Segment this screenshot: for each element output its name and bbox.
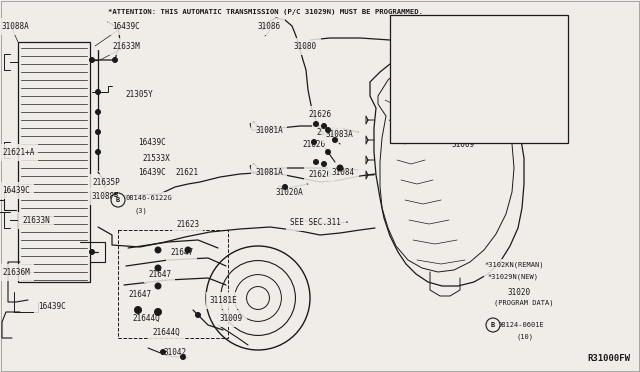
Circle shape bbox=[95, 150, 100, 154]
Text: 31081A: 31081A bbox=[255, 168, 283, 177]
Text: 21647: 21647 bbox=[170, 248, 193, 257]
Circle shape bbox=[326, 128, 330, 132]
Text: 16439C: 16439C bbox=[2, 186, 29, 195]
Text: 31069: 31069 bbox=[452, 140, 475, 149]
Circle shape bbox=[337, 165, 343, 171]
Text: 31086: 31086 bbox=[258, 22, 281, 31]
Text: 21647: 21647 bbox=[128, 290, 151, 299]
Text: (3): (3) bbox=[134, 207, 147, 214]
Text: 21626: 21626 bbox=[302, 140, 325, 149]
Text: 21305Y: 21305Y bbox=[125, 90, 153, 99]
Text: 31081A: 31081A bbox=[255, 126, 283, 135]
Text: 16439C: 16439C bbox=[138, 168, 166, 177]
Circle shape bbox=[90, 250, 95, 254]
Text: 31080: 31080 bbox=[294, 42, 317, 51]
Circle shape bbox=[154, 308, 161, 315]
Text: (10): (10) bbox=[516, 334, 533, 340]
Circle shape bbox=[321, 124, 326, 128]
Circle shape bbox=[195, 312, 200, 317]
Circle shape bbox=[111, 193, 125, 207]
Circle shape bbox=[314, 122, 319, 126]
Circle shape bbox=[180, 355, 186, 359]
Text: 31082U: 31082U bbox=[393, 22, 420, 31]
Text: SEE SEC.311: SEE SEC.311 bbox=[290, 218, 341, 227]
Circle shape bbox=[321, 161, 326, 167]
Circle shape bbox=[314, 160, 319, 164]
Text: 21626: 21626 bbox=[308, 170, 331, 179]
Text: *31029N(NEW): *31029N(NEW) bbox=[487, 274, 538, 280]
Text: 21621+A: 21621+A bbox=[2, 148, 35, 157]
Text: *3102KN(REMAN): *3102KN(REMAN) bbox=[484, 262, 543, 269]
Circle shape bbox=[185, 247, 191, 253]
Circle shape bbox=[312, 140, 317, 144]
Circle shape bbox=[486, 318, 500, 332]
Circle shape bbox=[508, 64, 513, 70]
Circle shape bbox=[155, 283, 161, 289]
Text: 31082E: 31082E bbox=[470, 38, 498, 47]
Text: 16439C: 16439C bbox=[112, 22, 140, 31]
Text: 21633N: 21633N bbox=[22, 216, 50, 225]
Text: 31082E: 31082E bbox=[432, 80, 460, 89]
Circle shape bbox=[95, 90, 100, 94]
Circle shape bbox=[155, 247, 161, 253]
Text: 21626: 21626 bbox=[308, 110, 331, 119]
Text: 21635P: 21635P bbox=[92, 178, 120, 187]
Text: B: B bbox=[491, 322, 495, 328]
Text: 31084: 31084 bbox=[332, 168, 355, 177]
Circle shape bbox=[326, 150, 330, 154]
Circle shape bbox=[90, 58, 95, 62]
Circle shape bbox=[95, 129, 100, 135]
Text: 21623: 21623 bbox=[176, 220, 199, 229]
Text: 08124-0601E: 08124-0601E bbox=[497, 322, 544, 328]
Text: 31042: 31042 bbox=[164, 348, 187, 357]
Circle shape bbox=[467, 67, 472, 73]
Text: B: B bbox=[114, 192, 118, 198]
Text: 21621: 21621 bbox=[175, 168, 198, 177]
Text: 21644Q: 21644Q bbox=[152, 328, 180, 337]
Text: 21636M: 21636M bbox=[2, 268, 29, 277]
Circle shape bbox=[155, 265, 161, 271]
Bar bbox=[118, 230, 228, 338]
Text: 21626: 21626 bbox=[316, 128, 339, 137]
Bar bbox=[18, 42, 90, 282]
Bar bbox=[390, 15, 568, 143]
Text: 08146-6122G: 08146-6122G bbox=[126, 195, 173, 201]
Circle shape bbox=[113, 58, 118, 62]
Circle shape bbox=[282, 185, 287, 189]
Text: 21647: 21647 bbox=[148, 270, 171, 279]
Text: 31098ZA: 31098ZA bbox=[510, 110, 542, 119]
Text: 31083A: 31083A bbox=[326, 130, 354, 139]
Text: 31088A: 31088A bbox=[2, 22, 29, 31]
Text: 21644Q: 21644Q bbox=[132, 314, 160, 323]
Text: B: B bbox=[116, 197, 120, 203]
Text: 31088E: 31088E bbox=[92, 192, 120, 201]
Text: 21633M: 21633M bbox=[112, 42, 140, 51]
Text: R31000FW: R31000FW bbox=[587, 354, 630, 363]
Circle shape bbox=[95, 109, 100, 115]
Circle shape bbox=[161, 350, 166, 355]
Text: 16439C: 16439C bbox=[138, 138, 166, 147]
Text: (PROGRAM DATA): (PROGRAM DATA) bbox=[494, 300, 554, 307]
Circle shape bbox=[134, 307, 141, 314]
Text: 16439C: 16439C bbox=[38, 302, 66, 311]
Text: 31009: 31009 bbox=[220, 314, 243, 323]
Text: 31020A: 31020A bbox=[275, 188, 303, 197]
Text: 21533X: 21533X bbox=[142, 154, 170, 163]
Text: *ATTENTION: THIS AUTOMATIC TRANSMISSION (P/C 31029N) MUST BE PROGRAMMED.: *ATTENTION: THIS AUTOMATIC TRANSMISSION … bbox=[108, 9, 423, 15]
Circle shape bbox=[333, 138, 337, 142]
Circle shape bbox=[396, 28, 401, 32]
Text: 31020: 31020 bbox=[508, 288, 531, 297]
Text: 31181E: 31181E bbox=[210, 296, 237, 305]
